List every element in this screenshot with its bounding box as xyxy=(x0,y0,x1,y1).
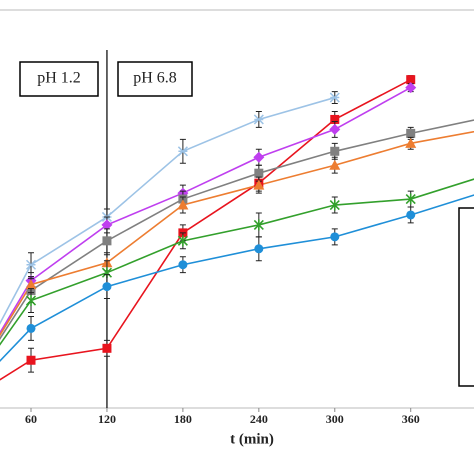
marker xyxy=(101,219,113,231)
marker xyxy=(102,282,112,292)
marker xyxy=(329,159,341,170)
marker xyxy=(26,323,36,333)
marker xyxy=(405,137,417,148)
x-tick-label: 180 xyxy=(174,412,192,426)
marker xyxy=(25,295,37,307)
marker xyxy=(406,128,416,138)
marker xyxy=(178,260,188,270)
series-line xyxy=(0,178,474,346)
x-tick-label: 120 xyxy=(98,412,116,426)
series-line xyxy=(0,194,474,363)
x-tick-label: 300 xyxy=(326,412,344,426)
marker xyxy=(406,210,416,220)
marker xyxy=(25,259,37,270)
marker xyxy=(177,199,189,210)
series-line xyxy=(0,96,335,325)
marker xyxy=(254,168,264,178)
x-tick-label: 60 xyxy=(25,412,37,426)
marker xyxy=(177,235,188,247)
annotation: pH 1.2 xyxy=(37,70,81,87)
legend-box xyxy=(458,207,474,387)
marker xyxy=(253,219,264,231)
series-line xyxy=(0,130,474,337)
marker xyxy=(330,146,340,156)
series-line xyxy=(0,119,474,341)
annotation: pH 6.8 xyxy=(133,70,177,87)
marker xyxy=(25,279,37,290)
marker xyxy=(253,179,265,190)
marker xyxy=(253,114,264,125)
annotation-box xyxy=(19,61,99,97)
marker xyxy=(254,244,264,254)
marker xyxy=(330,232,340,242)
marker xyxy=(329,92,340,103)
marker xyxy=(102,236,112,246)
marker xyxy=(329,199,340,211)
plot-area xyxy=(0,50,474,408)
annotation-box xyxy=(117,61,193,97)
x-tick-label: 240 xyxy=(250,412,268,426)
marker xyxy=(406,75,416,85)
marker xyxy=(405,193,416,205)
marker xyxy=(26,355,36,365)
marker xyxy=(253,151,265,163)
marker xyxy=(177,146,188,157)
x-tick-label: 360 xyxy=(402,412,420,426)
x-axis-label: t (min) xyxy=(230,431,274,447)
marker xyxy=(102,343,112,353)
marker xyxy=(330,114,340,124)
marker xyxy=(329,123,341,135)
marker xyxy=(405,82,417,94)
